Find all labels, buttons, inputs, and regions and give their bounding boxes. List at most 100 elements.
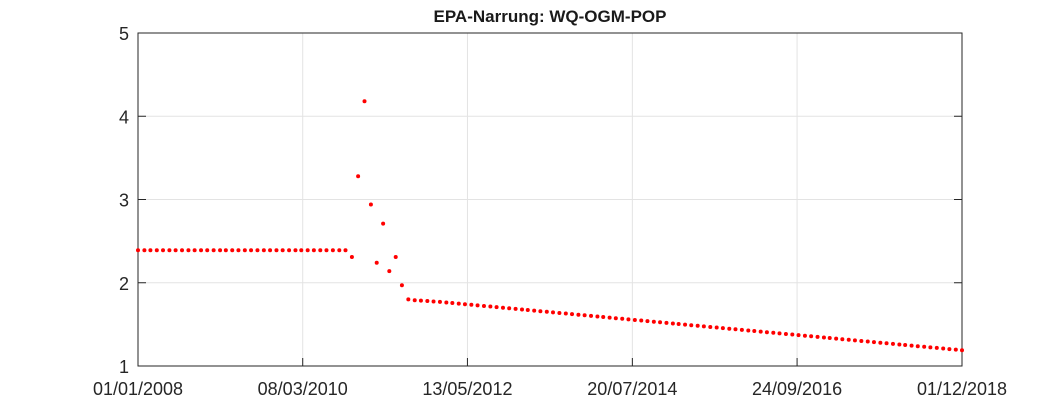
data-point: [192, 248, 197, 253]
data-point: [469, 302, 474, 307]
data-point: [739, 327, 744, 332]
data-point: [852, 338, 857, 343]
data-point: [878, 340, 883, 345]
data-point: [280, 248, 285, 253]
data-point: [475, 303, 480, 308]
data-point: [733, 327, 738, 332]
data-point: [607, 315, 612, 320]
x-tick-label: 20/07/2014: [587, 379, 677, 399]
data-point: [211, 248, 216, 253]
data-point: [387, 269, 392, 274]
data-point: [903, 343, 908, 348]
x-tick-label: 13/05/2012: [422, 379, 512, 399]
y-tick-label: 4: [119, 107, 129, 127]
data-point: [613, 316, 618, 321]
data-point: [557, 310, 562, 315]
data-point: [199, 248, 204, 253]
data-point: [727, 326, 732, 331]
data-point: [639, 318, 644, 323]
data-point: [337, 248, 342, 253]
y-tick-label: 1: [119, 357, 129, 377]
data-point: [695, 323, 700, 328]
x-tick-label: 01/01/2008: [93, 379, 183, 399]
data-point: [620, 316, 625, 321]
data-point: [676, 322, 681, 327]
data-point: [287, 248, 292, 253]
data-point: [645, 319, 650, 324]
data-point: [425, 299, 430, 304]
data-point: [349, 254, 354, 259]
data-point: [532, 308, 537, 313]
data-point: [890, 341, 895, 346]
data-point: [821, 335, 826, 340]
data-point: [481, 303, 486, 308]
y-tick-label: 3: [119, 191, 129, 211]
x-tick-label: 08/03/2010: [258, 379, 348, 399]
data-point: [500, 305, 505, 310]
data-point: [437, 299, 442, 304]
data-point: [589, 313, 594, 318]
data-point: [720, 326, 725, 331]
data-point: [846, 337, 851, 342]
data-point: [399, 283, 404, 288]
data-point: [827, 336, 832, 341]
data-point: [670, 321, 675, 326]
data-point: [595, 314, 600, 319]
data-point: [142, 248, 147, 253]
data-point: [293, 248, 298, 253]
data-point: [777, 331, 782, 336]
data-point: [802, 333, 807, 338]
data-point: [180, 248, 185, 253]
data-point: [601, 315, 606, 320]
data-point: [960, 348, 964, 353]
data-point: [563, 311, 568, 316]
x-tick-label: 01/12/2018: [917, 379, 1007, 399]
data-point: [374, 260, 379, 265]
data-point: [255, 248, 260, 253]
data-point: [915, 344, 920, 349]
data-point: [318, 248, 323, 253]
data-point: [205, 248, 210, 253]
data-point: [746, 328, 751, 333]
data-point: [664, 320, 669, 325]
data-point: [840, 337, 845, 342]
data-point: [871, 340, 876, 345]
data-point: [305, 248, 310, 253]
axis-ticks: 01/01/2008 08/03/2010 13/05/2012 20/07/2014…: [93, 24, 1007, 399]
data-point: [412, 298, 417, 303]
data-point: [268, 248, 273, 253]
data-point: [538, 309, 543, 314]
data-point: [934, 345, 939, 350]
data-point: [928, 345, 933, 350]
data-point: [431, 299, 436, 304]
data-point: [242, 248, 247, 253]
data-point: [173, 248, 178, 253]
data-point: [230, 248, 235, 253]
data-point: [708, 324, 713, 329]
data-point: [444, 300, 449, 305]
data-point: [865, 339, 870, 344]
data-point: [450, 301, 455, 306]
data-point: [922, 344, 927, 349]
data-point: [815, 334, 820, 339]
data-point: [368, 202, 373, 207]
data-point: [809, 334, 814, 339]
data-point: [249, 248, 254, 253]
data-point: [488, 304, 493, 309]
data-point: [884, 341, 889, 346]
data-point: [381, 221, 386, 226]
data-point: [494, 305, 499, 310]
data-point: [689, 323, 694, 328]
data-point: [632, 317, 637, 322]
data-point: [261, 248, 266, 253]
data-point: [909, 343, 914, 348]
grid: [137, 32, 963, 367]
data-point: [274, 248, 279, 253]
data-point: [570, 312, 575, 317]
data-point: [764, 330, 769, 335]
data-point: [544, 309, 549, 314]
data-point: [406, 297, 411, 302]
data-point: [418, 298, 423, 303]
data-point: [525, 308, 530, 313]
